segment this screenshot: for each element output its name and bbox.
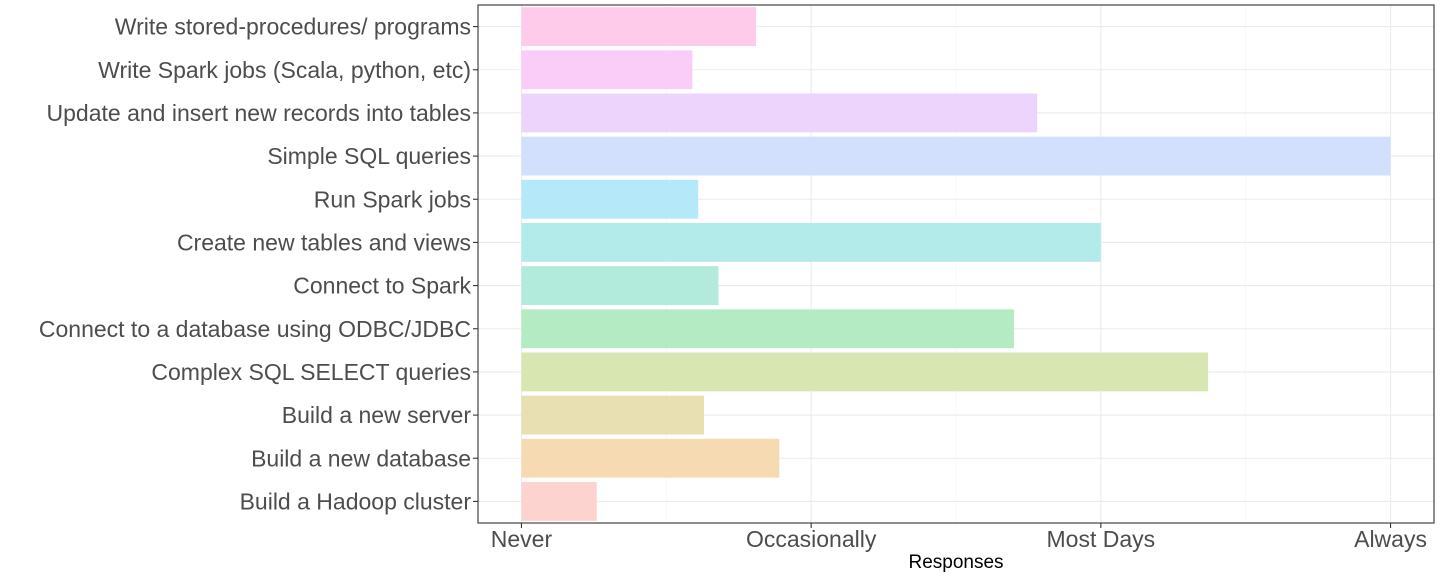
x-axis-tick-labels: Never Occasionally Most Days Always	[491, 526, 1427, 552]
y-category-label: Write Spark jobs (Scala, python, etc)	[98, 57, 471, 83]
bar	[521, 50, 693, 90]
bar	[521, 7, 757, 47]
bar	[521, 395, 704, 435]
bar	[521, 309, 1014, 349]
y-category-label: Connect to a database using ODBC/JDBC	[39, 316, 471, 342]
y-category-label: Complex SQL SELECT queries	[151, 359, 471, 385]
plot-panel-border	[477, 4, 1435, 524]
bar	[521, 179, 699, 219]
y-category-label: Update and insert new records into table…	[47, 100, 471, 126]
y-category-label: Build a Hadoop cluster	[240, 488, 472, 514]
y-category-label: Run Spark jobs	[314, 186, 471, 212]
x-tick-label: Never	[491, 526, 553, 552]
y-category-label: Build a new database	[251, 445, 471, 471]
y-category-label: Connect to Spark	[293, 273, 471, 299]
bar	[521, 266, 719, 306]
x-tick-label: Most Days	[1047, 526, 1156, 552]
y-category-label: Build a new server	[282, 402, 472, 428]
bar	[521, 136, 1391, 176]
x-tick-label: Occasionally	[746, 526, 877, 552]
bar	[521, 481, 597, 521]
y-category-label: Write stored-procedures/ programs	[115, 14, 471, 40]
bars	[521, 7, 1391, 521]
bar	[521, 352, 1209, 392]
x-axis-ticks	[520, 523, 1392, 528]
bar	[521, 438, 780, 478]
y-axis-category-labels: Write stored-procedures/ programs Write S…	[39, 14, 472, 515]
x-axis-title: Responses	[908, 552, 1003, 573]
bar	[521, 222, 1101, 262]
x-tick-label: Always	[1354, 526, 1427, 552]
bar	[521, 93, 1038, 133]
y-category-label: Create new tables and views	[177, 229, 471, 255]
y-category-label: Simple SQL queries	[267, 143, 471, 169]
y-axis-ticks	[473, 26, 478, 502]
